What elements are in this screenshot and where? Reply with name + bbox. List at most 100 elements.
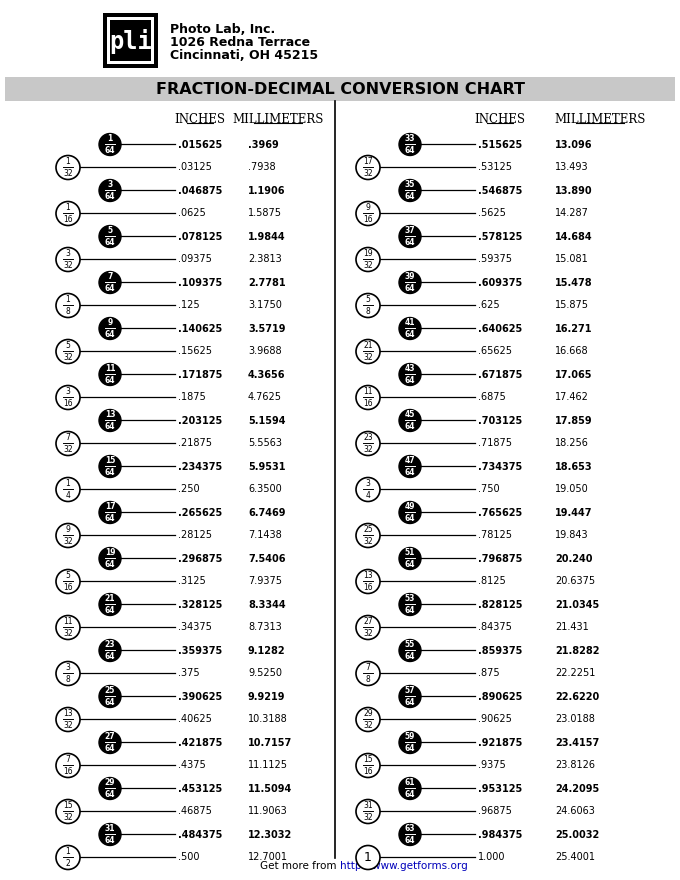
Text: 63: 63 bbox=[405, 824, 415, 833]
Text: 23.4157: 23.4157 bbox=[555, 737, 599, 747]
Circle shape bbox=[399, 456, 421, 478]
Text: .0625: .0625 bbox=[178, 209, 206, 218]
Text: 61: 61 bbox=[405, 778, 415, 787]
Text: 7: 7 bbox=[366, 663, 371, 672]
Text: 64: 64 bbox=[405, 238, 415, 247]
Text: 3.5719: 3.5719 bbox=[248, 324, 286, 334]
Text: 32: 32 bbox=[363, 169, 373, 178]
Text: 7.5406: 7.5406 bbox=[248, 554, 286, 563]
Text: 5.1594: 5.1594 bbox=[248, 415, 286, 426]
Text: 25: 25 bbox=[105, 686, 115, 695]
Circle shape bbox=[56, 202, 80, 225]
Text: 16: 16 bbox=[63, 215, 73, 224]
Text: 9: 9 bbox=[65, 525, 71, 534]
Text: 4.3656: 4.3656 bbox=[248, 370, 286, 379]
Text: 31: 31 bbox=[105, 824, 115, 833]
Text: 64: 64 bbox=[405, 652, 415, 661]
Circle shape bbox=[356, 569, 380, 593]
Text: .453125: .453125 bbox=[178, 783, 222, 794]
Text: 16: 16 bbox=[363, 215, 373, 224]
Text: 25: 25 bbox=[363, 525, 373, 534]
Circle shape bbox=[99, 547, 121, 569]
Text: .046875: .046875 bbox=[178, 186, 222, 195]
Text: 64: 64 bbox=[105, 514, 115, 523]
Text: 15: 15 bbox=[63, 801, 73, 810]
Circle shape bbox=[56, 662, 80, 686]
Text: 32: 32 bbox=[63, 261, 73, 270]
Text: 64: 64 bbox=[105, 284, 115, 293]
Text: .3125: .3125 bbox=[178, 576, 206, 586]
Text: 13: 13 bbox=[63, 709, 73, 718]
Circle shape bbox=[356, 247, 380, 272]
Circle shape bbox=[356, 340, 380, 363]
Text: pli: pli bbox=[109, 29, 152, 54]
Text: Cincinnati, OH 45215: Cincinnati, OH 45215 bbox=[170, 49, 318, 62]
Text: .625: .625 bbox=[478, 300, 500, 311]
Circle shape bbox=[356, 708, 380, 731]
Text: 32: 32 bbox=[363, 721, 373, 730]
Circle shape bbox=[56, 800, 80, 824]
Text: 1026 Redna Terrace: 1026 Redna Terrace bbox=[170, 36, 310, 49]
Text: .21875: .21875 bbox=[178, 438, 212, 449]
Circle shape bbox=[356, 385, 380, 409]
Circle shape bbox=[399, 272, 421, 294]
Circle shape bbox=[356, 431, 380, 456]
Text: 7: 7 bbox=[65, 755, 71, 764]
Text: .9375: .9375 bbox=[478, 760, 506, 771]
Text: 32: 32 bbox=[363, 537, 373, 546]
Text: 64: 64 bbox=[105, 146, 115, 155]
Text: .750: .750 bbox=[478, 485, 500, 495]
Text: 55: 55 bbox=[405, 640, 415, 649]
Text: .53125: .53125 bbox=[478, 163, 512, 172]
Text: INCHES: INCHES bbox=[175, 113, 226, 126]
Text: 13.890: 13.890 bbox=[555, 186, 593, 195]
Circle shape bbox=[356, 753, 380, 778]
Text: 1: 1 bbox=[66, 479, 70, 488]
Text: 2.7781: 2.7781 bbox=[248, 277, 286, 288]
Text: 16: 16 bbox=[363, 583, 373, 592]
Text: 16.271: 16.271 bbox=[555, 324, 592, 334]
Text: .15625: .15625 bbox=[178, 347, 212, 356]
Circle shape bbox=[99, 640, 121, 662]
Text: 23: 23 bbox=[105, 640, 115, 649]
Text: 9: 9 bbox=[107, 318, 113, 327]
Text: 15.478: 15.478 bbox=[555, 277, 593, 288]
Text: 13.096: 13.096 bbox=[555, 140, 592, 150]
Text: 13.493: 13.493 bbox=[555, 163, 589, 172]
Circle shape bbox=[399, 180, 421, 202]
Text: .3969: .3969 bbox=[248, 140, 279, 150]
Text: 5.9531: 5.9531 bbox=[248, 461, 286, 472]
Text: 24.6063: 24.6063 bbox=[555, 806, 595, 817]
Circle shape bbox=[99, 593, 121, 615]
Text: 27: 27 bbox=[363, 617, 373, 626]
Text: 47: 47 bbox=[405, 456, 415, 465]
Text: 5: 5 bbox=[107, 226, 113, 235]
Text: 15.875: 15.875 bbox=[555, 300, 589, 311]
Circle shape bbox=[399, 593, 421, 615]
Circle shape bbox=[56, 385, 80, 409]
Circle shape bbox=[356, 202, 380, 225]
Text: 11: 11 bbox=[105, 364, 115, 373]
Text: 64: 64 bbox=[405, 790, 415, 799]
Text: 64: 64 bbox=[105, 192, 115, 201]
Circle shape bbox=[56, 478, 80, 502]
Text: 16: 16 bbox=[363, 767, 373, 776]
Bar bbox=[5, 77, 675, 101]
Text: 64: 64 bbox=[105, 238, 115, 247]
Text: 16: 16 bbox=[63, 583, 73, 592]
Text: 11.9063: 11.9063 bbox=[248, 806, 288, 817]
Circle shape bbox=[99, 363, 121, 385]
Text: 32: 32 bbox=[363, 261, 373, 270]
Text: 32: 32 bbox=[363, 445, 373, 454]
Text: .500: .500 bbox=[178, 853, 199, 862]
Text: 14.684: 14.684 bbox=[555, 231, 593, 241]
Text: 32: 32 bbox=[63, 721, 73, 730]
Text: 1.1906: 1.1906 bbox=[248, 186, 286, 195]
Text: 64: 64 bbox=[405, 744, 415, 753]
Text: .828125: .828125 bbox=[478, 599, 522, 610]
Text: .28125: .28125 bbox=[178, 531, 212, 540]
Text: 21: 21 bbox=[105, 594, 115, 603]
Text: 64: 64 bbox=[405, 468, 415, 477]
Circle shape bbox=[99, 686, 121, 708]
Text: 5: 5 bbox=[65, 341, 71, 350]
